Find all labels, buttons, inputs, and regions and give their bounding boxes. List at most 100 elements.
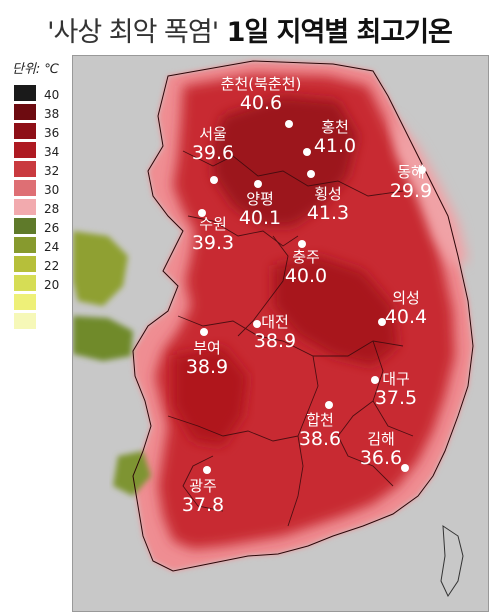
legend-swatch xyxy=(14,218,36,234)
legend-tick: 32 xyxy=(44,164,60,178)
legend-swatch xyxy=(14,123,36,139)
legend-swatch xyxy=(14,313,36,329)
city-label-gimhae: 김해 36.6 xyxy=(351,431,411,469)
island xyxy=(440,525,464,598)
cool-patch-west xyxy=(73,231,128,306)
city-name: 춘천(북춘천) xyxy=(220,75,302,93)
city-marker-daejeon xyxy=(253,320,261,328)
city-marker-seoul xyxy=(210,176,218,184)
city-temp: 41.0 xyxy=(313,135,357,157)
legend-tick: 36 xyxy=(44,126,60,140)
city-name: 양평 xyxy=(246,190,274,208)
legend-tick: 38 xyxy=(44,107,60,121)
city-name: 충주 xyxy=(292,248,320,266)
hot-core xyxy=(213,96,358,226)
city-label-donghae: 동해 29.9 xyxy=(381,164,441,202)
city-name: 부여 xyxy=(193,339,221,357)
cool-patch-south xyxy=(113,451,151,496)
city-label-seoul: 서울 39.6 xyxy=(183,126,243,164)
city-marker-hongcheon xyxy=(303,148,311,156)
city-name: 수원 xyxy=(199,215,227,233)
city-marker-gimhae xyxy=(401,464,409,472)
city-temp: 38.9 xyxy=(253,330,297,352)
city-label-suwon: 수원 39.3 xyxy=(183,216,243,254)
city-temp: 38.9 xyxy=(185,356,229,378)
city-marker-gwangju xyxy=(203,466,211,474)
hot-core-2 xyxy=(273,256,398,366)
legend-swatch xyxy=(14,199,36,215)
city-temp: 39.3 xyxy=(191,232,235,254)
city-name: 횡성 xyxy=(314,185,342,203)
legend-swatch xyxy=(14,85,36,101)
city-label-hongcheon: 홍천 41.0 xyxy=(305,119,365,157)
city-label-daegu: 대구 37.5 xyxy=(366,371,426,409)
city-temp: 41.3 xyxy=(306,202,350,224)
city-name: 김해 xyxy=(367,430,395,448)
east-coast-cool xyxy=(393,116,468,266)
city-label-daejeon: 대전 38.9 xyxy=(245,314,305,352)
legend-swatch xyxy=(14,275,36,291)
legend-tick: 20 xyxy=(44,278,60,292)
legend-swatch xyxy=(14,142,36,158)
city-label-hapcheon: 합천 38.6 xyxy=(290,412,350,450)
city-name: 대구 xyxy=(382,370,410,388)
legend-swatch xyxy=(14,104,36,120)
city-marker-chuncheon xyxy=(285,120,293,128)
city-label-gwangju: 광주 37.8 xyxy=(173,478,233,516)
city-label-hoengseong: 횡성 41.3 xyxy=(298,186,358,224)
city-name: 광주 xyxy=(189,477,217,495)
legend-swatch xyxy=(14,256,36,272)
city-marker-buyeo xyxy=(200,328,208,336)
title-quote-open: ' xyxy=(47,17,55,48)
province-boundaries xyxy=(167,150,414,527)
legend-tick: 40 xyxy=(44,88,60,102)
city-label-yangpyeong: 양평 40.1 xyxy=(230,191,290,229)
legend-swatch xyxy=(14,237,36,253)
city-temp: 40.4 xyxy=(384,306,428,328)
city-temp: 40.1 xyxy=(238,207,282,229)
legend-swatch xyxy=(14,294,36,310)
city-name: 서울 xyxy=(199,125,227,143)
city-temp: 38.6 xyxy=(298,428,342,450)
title-main: 사상 최악 폭염 xyxy=(53,17,213,48)
city-name: 의성 xyxy=(392,289,420,307)
heat-map-graphic xyxy=(73,60,474,598)
city-name: 홍천 xyxy=(321,118,349,136)
legend-tick: 34 xyxy=(44,145,60,159)
city-name: 합천 xyxy=(306,411,334,429)
city-label-chuncheon: 춘천(북춘천) 40.6 xyxy=(206,76,316,114)
city-marker-yangpyeong xyxy=(254,180,262,188)
city-name: 동해 xyxy=(397,163,425,181)
map-title: '사상 최악 폭염' 1일 지역별 최고기온 xyxy=(0,10,499,49)
city-marker-daegu xyxy=(371,376,379,384)
city-temp: 40.0 xyxy=(284,265,328,287)
city-label-uiseong: 의성 40.4 xyxy=(376,290,436,328)
city-label-buyeo: 부여 38.9 xyxy=(177,340,237,378)
city-temp: 29.9 xyxy=(389,180,433,202)
city-temp: 37.8 xyxy=(181,494,225,516)
city-marker-suwon xyxy=(198,209,206,217)
city-temp: 40.6 xyxy=(239,92,283,114)
city-marker-hoengseong xyxy=(307,170,315,178)
legend-unit-label: 단위: ℃ xyxy=(12,62,60,77)
cool-patch-west-2 xyxy=(73,316,133,361)
legend-tick: 24 xyxy=(44,240,60,254)
city-temp: 36.6 xyxy=(359,447,403,469)
city-temp: 39.6 xyxy=(191,142,235,164)
city-marker-hapcheon xyxy=(325,401,333,409)
legend-tick: 26 xyxy=(44,221,60,235)
korea-heat-map: 춘천(북춘천) 40.6 서울 39.6 홍천 41.0 동해 29.9 양평 … xyxy=(72,55,489,612)
legend-swatch xyxy=(14,161,36,177)
legend-tick: 28 xyxy=(44,202,60,216)
city-marker-donghae xyxy=(418,166,426,174)
city-name: 대전 xyxy=(261,313,289,331)
city-temp: 37.5 xyxy=(374,387,418,409)
city-label-chungju: 충주 40.0 xyxy=(276,249,336,287)
coastline xyxy=(132,60,474,572)
legend-tick: 22 xyxy=(44,259,60,273)
legend-tick: 30 xyxy=(44,183,60,197)
city-marker-uiseong xyxy=(378,318,386,326)
title-quote-close: ' xyxy=(211,17,220,48)
city-marker-chungju xyxy=(298,240,306,248)
legend-swatch xyxy=(14,180,36,196)
